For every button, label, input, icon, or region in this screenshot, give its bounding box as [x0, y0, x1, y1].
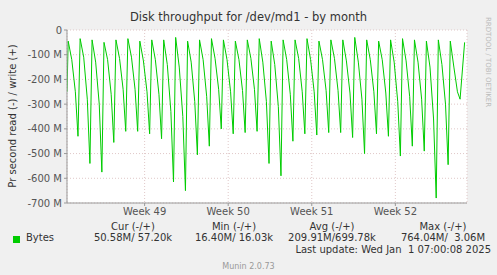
svg-text:-200 M: -200 M	[27, 74, 62, 85]
svg-text:Week 50: Week 50	[207, 206, 250, 217]
svg-text:Week 51: Week 51	[290, 206, 333, 217]
html-text:50.58M/ 57.20k: 50.58M/ 57.20k	[93, 232, 173, 243]
svg-text:-400 M: -400 M	[27, 123, 62, 134]
svg-text:Week 52: Week 52	[374, 206, 417, 217]
html-text:Last update: Wed Jan 1 07:00:0: Last update: Wed Jan 1 07:00:08 2025	[295, 244, 491, 255]
html-text:Min (-/+): Min (-/+)	[212, 221, 256, 232]
svg-text:-600 M: -600 M	[27, 173, 62, 184]
html-text:Max (-/+): Max (-/+)	[419, 221, 467, 232]
html-text:Munin 2.0.73: Munin 2.0.73	[222, 262, 275, 271]
html-text:16.40M/ 16.03k: 16.40M/ 16.03k	[194, 232, 274, 243]
html-text:Cur (-/+): Cur (-/+)	[111, 221, 155, 232]
html-text:764.04M/ 3.06M: 764.04M/ 3.06M	[400, 232, 486, 243]
svg-text:Week 49: Week 49	[123, 206, 166, 217]
html-text:209.91M/699.78k: 209.91M/699.78k	[288, 232, 376, 243]
html-text:RRDTOOL / TOBI OETIKER: RRDTOOL / TOBI OETIKER	[484, 16, 492, 108]
html-text:Avg (-/+): Avg (-/+)	[309, 221, 355, 232]
html-text:Disk throughput for /dev/md1 -: Disk throughput for /dev/md1 - by month	[130, 10, 367, 24]
svg-text:0: 0	[56, 25, 62, 36]
svg-text:-100 M: -100 M	[27, 49, 62, 60]
svg-text:-700 M: -700 M	[27, 198, 62, 209]
html-text:Bytes: Bytes	[26, 232, 55, 243]
svg-text:-500 M: -500 M	[27, 148, 62, 159]
svg-text:-300 M: -300 M	[27, 99, 62, 110]
html-text:Pr second read (-) / write (+): Pr second read (-) / write (+)	[6, 44, 18, 188]
